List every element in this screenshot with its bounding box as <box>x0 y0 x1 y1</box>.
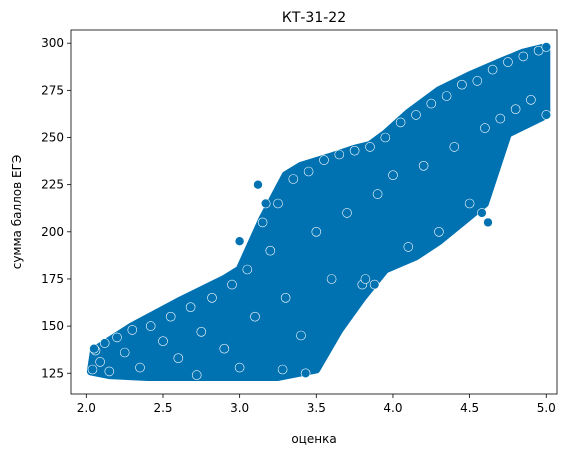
data-point <box>99 338 110 348</box>
data-point <box>541 42 552 52</box>
data-point <box>112 332 122 343</box>
y-tick-label: 250 <box>41 131 64 145</box>
data-point <box>250 311 260 322</box>
data-point <box>334 149 345 160</box>
y-axis: 125 150 175 200 225 250 275 300 <box>41 36 71 380</box>
data-point <box>311 227 322 237</box>
data-point <box>253 179 263 190</box>
data-point <box>342 208 352 218</box>
y-tick-label: 275 <box>41 83 64 97</box>
x-axis: 2.0 2.5 3.0 3.5 4.0 4.5 5.0 <box>77 394 556 415</box>
chart-title: КТ-31-22 <box>282 10 346 26</box>
data-point <box>89 343 99 354</box>
data-point <box>273 198 283 209</box>
data-point <box>541 110 552 120</box>
data-point <box>135 362 145 373</box>
x-tick-label: 5.0 <box>537 401 556 415</box>
data-point <box>411 110 421 120</box>
data-point <box>472 76 483 86</box>
data-point <box>296 330 306 341</box>
data-point <box>533 45 544 56</box>
data-point <box>441 91 452 101</box>
y-tick-label: 175 <box>41 272 64 286</box>
data-point <box>280 292 291 303</box>
data-point <box>165 311 176 322</box>
data-point <box>119 347 130 358</box>
data-point <box>257 217 268 228</box>
data-point <box>480 123 490 133</box>
y-tick-label: 200 <box>41 225 64 239</box>
y-tick-label: 300 <box>41 36 64 50</box>
data-point <box>185 302 196 313</box>
data-point <box>104 366 115 377</box>
data-point <box>388 170 398 180</box>
x-tick-label: 4.0 <box>383 401 402 415</box>
x-tick-label: 3.0 <box>230 401 249 415</box>
plot-frame <box>70 29 558 395</box>
x-tick-label: 4.5 <box>460 401 479 415</box>
data-point <box>95 357 105 367</box>
data-point <box>173 353 184 364</box>
data-point <box>464 198 475 209</box>
y-tick-label: 225 <box>41 178 64 192</box>
data-point <box>145 321 156 331</box>
data-point <box>487 64 498 75</box>
data-point <box>127 325 138 335</box>
data-point <box>503 57 513 67</box>
data-point <box>457 79 467 90</box>
data-point <box>365 142 375 152</box>
data-point <box>349 145 360 156</box>
data-point <box>234 362 245 373</box>
data-point <box>227 279 237 290</box>
x-tick-label: 2.5 <box>153 401 172 415</box>
data-point <box>196 326 207 337</box>
y-tick-label: 125 <box>41 366 64 380</box>
data-point <box>158 336 168 347</box>
data-point <box>260 198 271 209</box>
data-point <box>265 245 276 256</box>
data-point <box>395 117 406 128</box>
data-point <box>87 364 98 375</box>
data-point <box>426 98 437 109</box>
data-point <box>526 95 536 105</box>
data-point <box>288 174 299 184</box>
data-point <box>483 217 493 228</box>
data-point <box>277 364 288 375</box>
data-point <box>191 370 202 380</box>
y-tick-label: 150 <box>41 319 64 333</box>
data-point <box>434 227 444 237</box>
data-point <box>380 132 391 143</box>
points-layer <box>86 42 552 381</box>
x-tick-label: 2.0 <box>77 401 96 415</box>
data-point <box>477 208 487 218</box>
x-axis-label: оценка <box>291 432 336 446</box>
data-point <box>234 236 245 246</box>
data-point <box>242 264 253 275</box>
data-point <box>300 368 311 379</box>
data-point <box>449 142 460 152</box>
data-point <box>360 274 371 284</box>
data-point <box>418 161 429 171</box>
data-point <box>372 189 383 199</box>
y-axis-label: сумма баллов ЕГЭ <box>10 155 24 270</box>
data-point <box>207 292 217 303</box>
x-tick-label: 3.5 <box>307 401 326 415</box>
data-point <box>326 274 337 284</box>
data-point <box>369 279 380 290</box>
data-point <box>303 166 314 177</box>
data-point <box>403 242 414 252</box>
data-point <box>219 343 230 354</box>
data-point <box>518 51 529 62</box>
data-point <box>495 113 506 124</box>
data-point <box>510 104 521 114</box>
data-point <box>319 155 329 165</box>
